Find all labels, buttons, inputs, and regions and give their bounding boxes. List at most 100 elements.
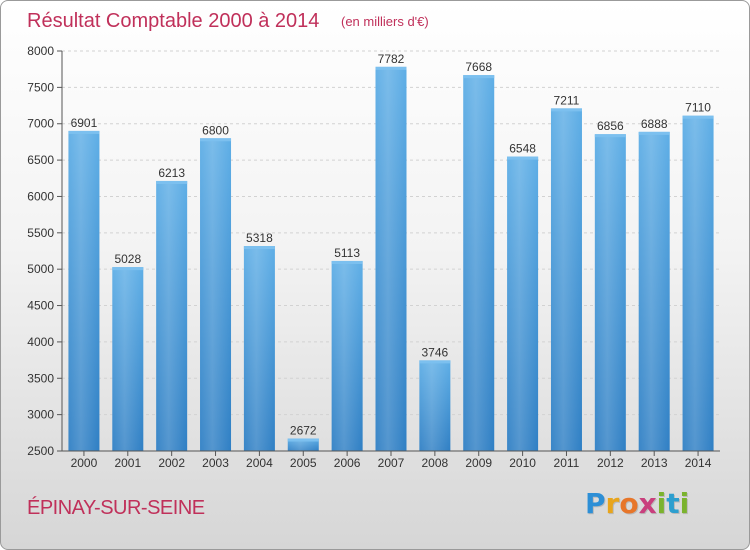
x-tick-label: 2004: [246, 456, 273, 470]
y-tick-label: 7500: [27, 80, 54, 94]
logo-letter: t: [666, 487, 680, 520]
x-tick-label: 2000: [71, 456, 98, 470]
bar-highlight: [682, 115, 714, 452]
logo-letter: i: [656, 487, 667, 520]
x-tick-label: 2010: [509, 456, 536, 470]
bar-highlight: [287, 438, 319, 451]
x-tick-label: 2008: [422, 456, 449, 470]
bar-top: [112, 267, 144, 271]
data-label: 6901: [71, 116, 98, 130]
bar-highlight: [156, 180, 188, 452]
data-label: 6888: [641, 117, 668, 131]
bar-top: [68, 130, 100, 134]
bar-highlight: [331, 260, 363, 451]
bar-top: [638, 131, 670, 135]
x-tick-label: 2014: [685, 456, 712, 470]
bar-group: [375, 66, 407, 451]
logo-letter: r: [605, 487, 620, 520]
data-label: 5028: [114, 252, 141, 266]
bar-top: [243, 246, 275, 250]
logo-letter: i: [679, 487, 690, 520]
bar-highlight: [550, 108, 582, 451]
bar-highlight: [419, 360, 451, 451]
data-label: 6856: [597, 119, 624, 133]
x-tick-label: 2003: [202, 456, 229, 470]
bar-group: [682, 115, 714, 452]
bar-group: [331, 260, 363, 451]
chart-title: Résultat Comptable 2000 à 2014: [27, 10, 319, 32]
x-axis: 2000 2001 2002 2003 2004 2005 2006 2007 2008 2009…: [62, 450, 720, 470]
bar-highlight: [112, 267, 144, 451]
data-label: 2672: [290, 423, 317, 437]
bar-group: [463, 75, 495, 452]
bar-group: [419, 360, 451, 451]
commune-name: ÉPINAY-SUR-SEINE: [27, 497, 205, 519]
bar-highlight: [507, 156, 539, 451]
bar-top: [156, 180, 188, 184]
bar-top: [331, 260, 363, 264]
data-label: 5113: [334, 246, 360, 260]
y-tick-label: 6000: [27, 189, 54, 203]
bars: 6901 5028 6213 6800 5318 2672 5113 7782 3746 7668…: [68, 52, 714, 452]
x-tick-label: 2013: [641, 456, 668, 470]
data-label: 7668: [465, 60, 492, 74]
bar-highlight: [594, 134, 626, 451]
logo-letter: o: [619, 487, 639, 520]
bar-top: [419, 360, 451, 364]
y-tick-label: 2500: [27, 444, 54, 458]
bar-group: [594, 134, 626, 451]
bar-top: [375, 66, 407, 70]
proxiti-logo[interactable]: Proxiti: [585, 487, 689, 520]
bar-group: [638, 131, 670, 451]
bar-group: [507, 156, 539, 451]
data-label: 7211: [554, 93, 580, 107]
bar-group: [550, 108, 582, 451]
data-label: 3746: [422, 345, 449, 359]
x-tick-label: 2007: [378, 456, 405, 470]
y-tick-label: 7000: [27, 117, 54, 131]
chart-subtitle: (en milliers d'€): [341, 14, 429, 29]
x-tick-label: 2005: [290, 456, 317, 470]
y-tick-label: 4000: [27, 335, 54, 349]
data-label: 6548: [509, 142, 536, 156]
x-tick-label: 2002: [158, 456, 185, 470]
bar-group: [287, 438, 319, 451]
bar-top: [287, 438, 319, 442]
data-label: 7110: [685, 101, 711, 115]
logo-letter: P: [585, 487, 606, 520]
data-label: 6800: [202, 123, 229, 137]
y-tick-label: 3000: [27, 408, 54, 422]
bar-highlight: [463, 75, 495, 452]
data-label: 7782: [378, 52, 405, 66]
bar-group: [156, 180, 188, 452]
y-axis: 2500 3000 3500 4000 4500 5000 5500 6000 6500 7000…: [27, 44, 63, 458]
x-tick-label: 2012: [597, 456, 624, 470]
bar-group: [68, 130, 100, 451]
bar-top: [507, 156, 539, 160]
bar-top: [550, 108, 582, 112]
bar-highlight: [243, 246, 275, 451]
y-tick-label: 8000: [27, 44, 54, 58]
bar-highlight: [68, 130, 100, 451]
bar-highlight: [375, 66, 407, 451]
y-tick-label: 6500: [27, 153, 54, 167]
data-label: 6213: [158, 166, 185, 180]
y-tick-label: 3500: [27, 371, 54, 385]
bar-top: [594, 134, 626, 138]
x-tick-label: 2006: [334, 456, 361, 470]
x-tick-label: 2001: [114, 456, 141, 470]
bar-top: [200, 138, 232, 142]
logo-letter: x: [638, 487, 657, 520]
x-tick-label: 2011: [554, 456, 580, 470]
bar-top: [682, 115, 714, 119]
data-label: 5318: [246, 231, 273, 245]
y-tick-label: 5500: [27, 226, 54, 240]
bar-group: [200, 138, 232, 452]
bar-highlight: [200, 138, 232, 452]
y-tick-label: 5000: [27, 262, 54, 276]
bar-group: [112, 267, 144, 451]
x-tick-label: 2009: [465, 456, 492, 470]
bar-highlight: [638, 131, 670, 451]
